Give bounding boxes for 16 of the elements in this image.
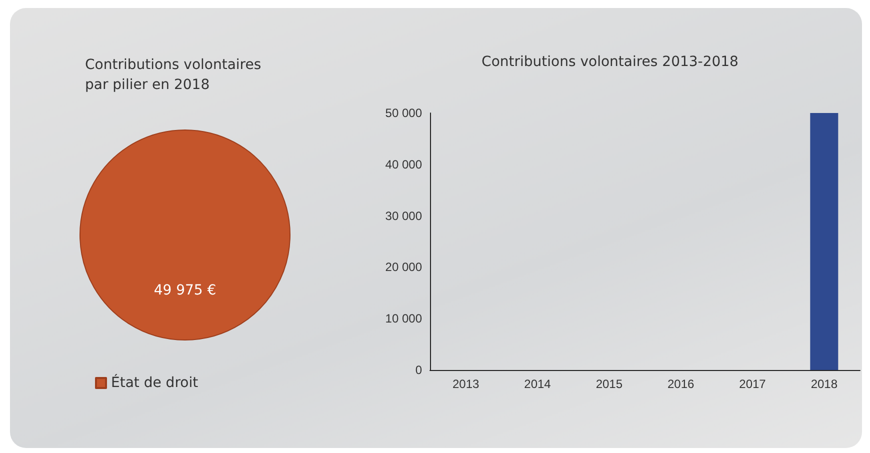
y-tick-label: 30 000 [385, 208, 422, 223]
y-tick-label: 10 000 [385, 312, 422, 326]
y-tick-label: 50 000 [385, 106, 422, 120]
legend-label: État de droit [111, 374, 199, 391]
x-tick-label: 2017 [739, 377, 766, 391]
x-tick-label: 2016 [667, 377, 695, 391]
x-tick-label: 2018 [810, 377, 838, 391]
data-label: 49 975 € [154, 282, 216, 298]
chart-title: Contributions volontaires 2013-2018 [482, 54, 738, 70]
y-tick-label: 20 000 [385, 260, 422, 274]
x-tick-label: 2014 [524, 377, 552, 391]
y-tick-label: 0 [415, 363, 422, 377]
x-tick-label: 2013 [452, 377, 480, 391]
chart-title: Contributions volontaires par pilier en 2018 [85, 57, 262, 93]
x-tick-label: 2015 [596, 377, 623, 391]
y-tick-label: 40 000 [385, 157, 422, 172]
